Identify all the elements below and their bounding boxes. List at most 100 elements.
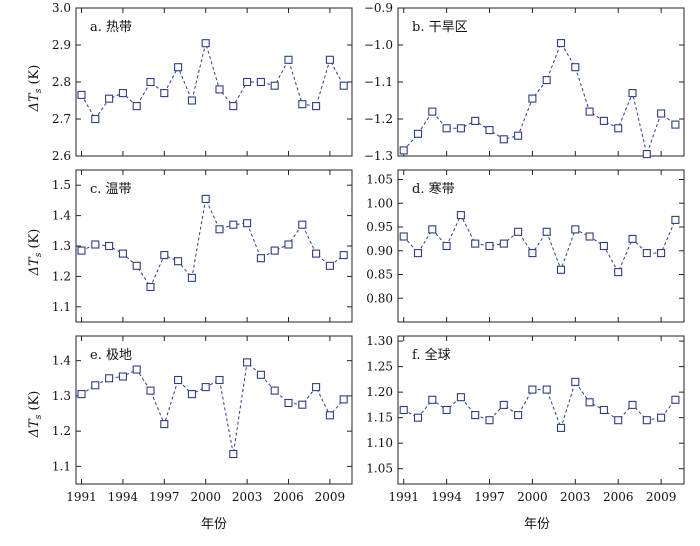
- data-point: [456, 124, 465, 133]
- panel-label: f. 全球: [412, 347, 451, 363]
- x-axis-title-right: 年份: [524, 517, 550, 532]
- data-point: [642, 249, 651, 258]
- data-point: [614, 416, 623, 425]
- data-point: [442, 241, 451, 251]
- data-point: [599, 116, 608, 125]
- data-point: [325, 261, 334, 270]
- y-tick-label: 3.0: [52, 1, 71, 15]
- data-point: [528, 385, 537, 394]
- data-point: [585, 232, 594, 241]
- data-point: [428, 395, 437, 404]
- data-point: [243, 358, 252, 367]
- data-point: [585, 398, 594, 407]
- panel-f: 1.05 1.10 1.15 1.20 1.25 1.30 1991 1994 1997 2000…: [366, 334, 685, 504]
- x-tick-label: 2000: [517, 490, 548, 504]
- data-point: [256, 254, 265, 263]
- data-point: [456, 393, 465, 402]
- y-tick-label: 1.05: [366, 462, 393, 476]
- data-point: [428, 107, 437, 116]
- data-point: [428, 225, 437, 234]
- y-title-prefix: ΔT: [27, 92, 42, 112]
- x-tick-label: 1997: [149, 490, 180, 504]
- data-point: [256, 370, 265, 379]
- data-point: [325, 55, 334, 64]
- data-point: [628, 400, 637, 409]
- data-point: [585, 107, 594, 116]
- x-tick-label: 1991: [66, 490, 97, 504]
- data-point: [556, 423, 566, 432]
- series-line: [403, 213, 676, 274]
- data-point: [187, 390, 196, 399]
- data-point: [485, 126, 494, 135]
- data-point: [298, 100, 307, 109]
- data-point: [229, 102, 238, 111]
- y-tick-label: −1.1: [364, 75, 393, 89]
- data-point: [628, 234, 637, 243]
- data-point: [542, 76, 551, 85]
- data-point: [174, 63, 183, 72]
- data-point: [243, 219, 252, 228]
- data-point: [614, 124, 623, 133]
- y-tick-label: 1.3: [52, 389, 71, 403]
- data-point: [325, 411, 334, 420]
- data-point: [160, 89, 169, 98]
- data-point: [485, 241, 494, 251]
- x-tick-label: 1994: [108, 490, 139, 504]
- y-title-suffix: (K): [27, 229, 42, 253]
- data-point: [399, 405, 408, 415]
- y-tick-label: 2.9: [52, 38, 71, 52]
- data-point: [339, 395, 348, 404]
- y-tick-label: 2.6: [52, 149, 71, 163]
- data-point: [256, 77, 265, 87]
- data-point: [91, 381, 100, 390]
- data-point: [174, 257, 183, 266]
- y-tick-label: −1.3: [364, 149, 393, 163]
- data-point: [413, 129, 423, 138]
- data-point: [174, 375, 183, 385]
- data-point: [571, 225, 580, 234]
- data-point: [442, 124, 451, 133]
- data-point: [657, 413, 666, 422]
- data-point: [132, 365, 141, 374]
- y-tick-label: 1.10: [366, 436, 393, 450]
- data-point: [456, 211, 465, 220]
- y-tick-label: 1.30: [366, 334, 393, 348]
- x-tick-label: 2000: [190, 490, 221, 504]
- x-tick-label: 2009: [315, 490, 346, 504]
- y-tick-label: 1.2: [52, 424, 71, 438]
- panel-d: 0.80 0.85 0.90 0.95 1.00 1.05 d. 寒带: [366, 169, 685, 323]
- data-point: [146, 386, 155, 395]
- panel-c: 1.1 1.2 1.3 1.4 1.5 c. 温带: [52, 169, 353, 323]
- data-point: [556, 39, 566, 48]
- data-point: [229, 449, 238, 459]
- data-point: [132, 261, 141, 270]
- y-tick-label: 1.05: [366, 173, 393, 187]
- y-title-suffix: (K): [27, 391, 42, 415]
- data-point: [284, 55, 293, 64]
- data-point: [105, 241, 114, 251]
- y-tick-label: 1.2: [52, 269, 71, 283]
- data-point: [146, 282, 155, 292]
- y-tick-label: −1.0: [364, 38, 393, 52]
- y-tick-label: −0.9: [364, 1, 393, 15]
- data-point: [91, 240, 100, 249]
- data-point: [201, 39, 210, 48]
- data-point: [514, 411, 523, 420]
- data-point: [77, 246, 86, 255]
- data-point: [284, 398, 293, 408]
- x-tick-label: 2006: [603, 490, 634, 504]
- data-point: [118, 249, 127, 258]
- data-point: [471, 116, 480, 125]
- data-point: [657, 109, 666, 118]
- series-line: [81, 197, 345, 289]
- x-axis-title-left: 年份: [201, 517, 227, 532]
- data-point: [339, 251, 348, 260]
- y-tick-label: 1.20: [366, 385, 393, 399]
- x-tick-label: 2006: [273, 490, 304, 504]
- y-tick-label: 0.90: [366, 244, 393, 258]
- data-point: [91, 114, 100, 124]
- data-point: [201, 383, 210, 392]
- data-point: [284, 240, 293, 249]
